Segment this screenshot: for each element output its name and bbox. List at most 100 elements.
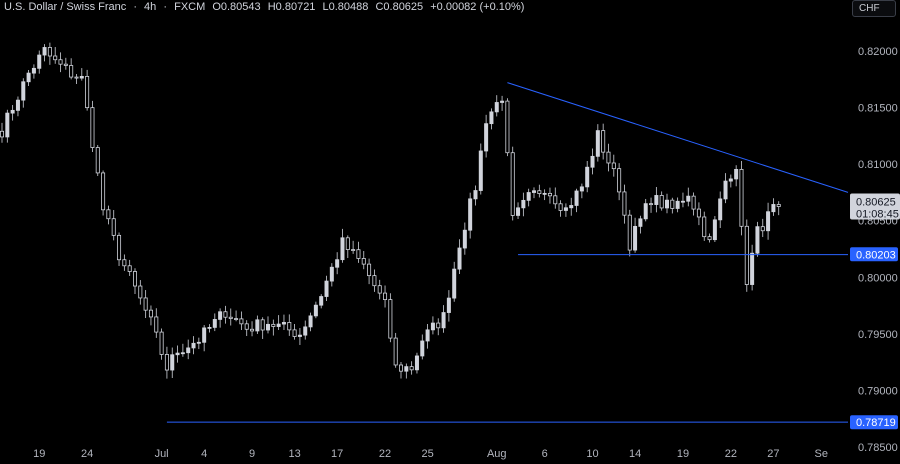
candle-body: [473, 190, 478, 200]
candle-body: [170, 354, 175, 371]
candle-body: [335, 259, 340, 268]
y-tick-label: 0.80000: [858, 272, 898, 284]
candle-body: [10, 109, 15, 114]
candle-body: [393, 337, 398, 366]
candle-body: [228, 316, 233, 319]
candle-body: [127, 265, 132, 272]
currency-button[interactable]: CHF: [852, 0, 896, 17]
candle-body: [510, 152, 515, 216]
symbol-name[interactable]: U.S. Dollar / Swiss Franc: [4, 1, 127, 13]
candle-body: [601, 130, 606, 153]
ohlc-low: L0.80488: [322, 1, 369, 13]
header-separator: ·: [163, 1, 168, 13]
candle-body: [430, 322, 435, 331]
candle-body: [718, 198, 723, 221]
candle-body: [292, 329, 297, 337]
candle-body: [670, 199, 675, 209]
candle-body: [0, 130, 4, 138]
candle-body: [489, 111, 494, 125]
candle-body: [239, 318, 244, 325]
x-tick-label: 14: [629, 448, 641, 460]
candle-body: [680, 200, 685, 203]
candle-body: [207, 327, 212, 329]
candle-body: [101, 172, 106, 211]
candle-body: [313, 304, 318, 317]
candle-body: [526, 192, 531, 201]
candle-body: [563, 207, 568, 211]
candle-body: [297, 334, 302, 337]
candle-body: [303, 326, 308, 336]
candle-body: [308, 315, 313, 328]
candle-body: [154, 316, 159, 333]
candle-body: [79, 75, 84, 79]
last-price-text: 0.80625: [856, 197, 896, 209]
x-tick-label: 22: [725, 448, 737, 460]
x-tick-label: 9: [249, 448, 255, 460]
candle-body: [398, 364, 403, 372]
price-label-text: 0.78719: [856, 417, 896, 429]
candle-body: [712, 219, 717, 241]
candle-body: [441, 312, 446, 329]
candle-body: [367, 263, 372, 277]
price-label-box: [850, 247, 898, 262]
candle-body: [15, 99, 20, 111]
candle-body: [494, 102, 499, 113]
x-tick-label: 19: [33, 448, 45, 460]
candle-body: [521, 199, 526, 209]
candle-body: [281, 322, 286, 325]
candle-body: [537, 190, 542, 194]
candle-body: [191, 342, 196, 349]
candle-body: [425, 329, 430, 342]
candle-body: [675, 200, 680, 209]
x-tick-label: 27: [767, 448, 779, 460]
candle-body: [484, 123, 489, 152]
candle-body: [26, 72, 31, 83]
candle-body: [351, 249, 356, 251]
candle-body: [260, 319, 265, 331]
candle-body: [196, 341, 201, 344]
candle-body: [665, 199, 670, 209]
candle-body: [468, 198, 473, 231]
candle-body: [542, 192, 547, 195]
candle-body: [574, 190, 579, 206]
candle-body: [776, 204, 781, 207]
ohlc-high: H0.80721: [267, 1, 316, 13]
candle-body: [175, 352, 180, 356]
candle-body: [85, 75, 90, 109]
x-tick-label: 4: [201, 448, 207, 460]
candle-body: [383, 292, 388, 300]
candle-body: [106, 209, 111, 220]
candle-body: [372, 275, 377, 287]
candle-body: [457, 247, 462, 270]
candle-body: [643, 203, 648, 220]
candle-body: [579, 186, 584, 192]
candle-body: [250, 328, 255, 332]
candle-body: [595, 130, 600, 157]
candle-body: [585, 166, 590, 188]
interval-label[interactable]: 4h: [144, 1, 157, 13]
candle-body: [462, 229, 467, 249]
candle-body: [532, 190, 537, 193]
x-tick-label: 22: [379, 448, 391, 460]
ohlc-open: O0.80543: [212, 1, 261, 13]
candle-body: [186, 347, 191, 354]
candle-body: [53, 55, 58, 61]
candle-body: [478, 150, 483, 191]
candle-body: [361, 258, 366, 265]
countdown-text: 01:08:45: [856, 209, 899, 221]
candle-body: [611, 162, 616, 170]
candle-body: [234, 318, 239, 320]
candle-body: [111, 218, 116, 236]
x-tick-label: 10: [586, 448, 598, 460]
ohlc-close: C0.80625: [375, 1, 424, 13]
y-tick-label: 0.82000: [858, 46, 898, 58]
candle-body: [265, 323, 270, 331]
candle-body: [750, 252, 755, 285]
candle-body: [404, 366, 409, 372]
candle-body: [627, 214, 632, 251]
candle-body: [446, 297, 451, 313]
candle-body: [148, 309, 153, 318]
candle-body: [287, 322, 292, 331]
candle-body: [771, 204, 776, 213]
